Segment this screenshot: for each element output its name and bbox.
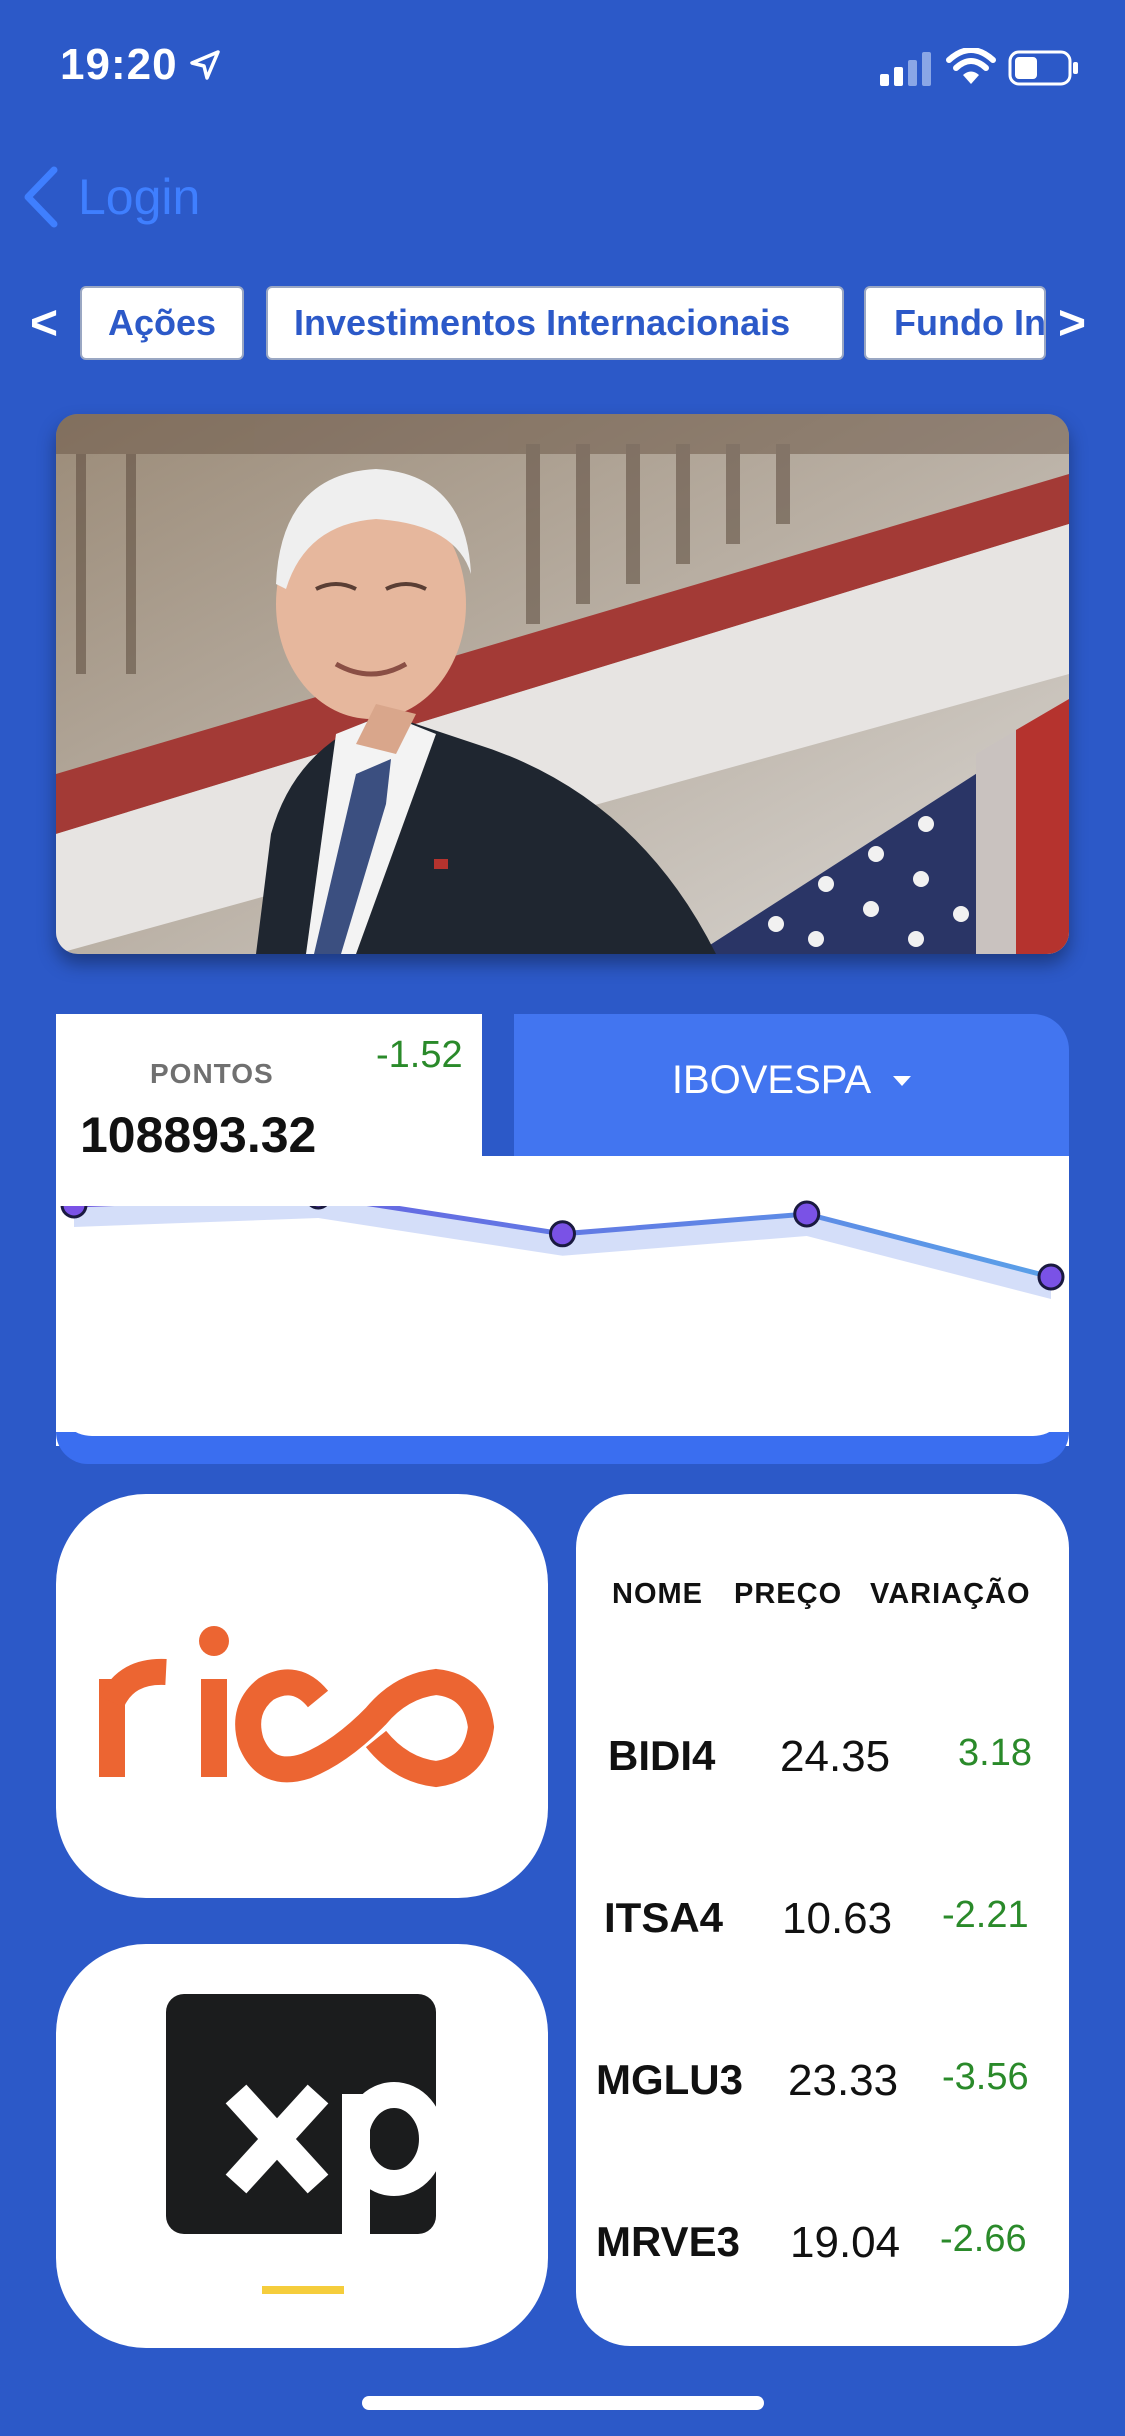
index-chart-card: PONTOS 108893.32 -1.52 IBOVESPA: [56, 1014, 1069, 1464]
points-label: PONTOS: [150, 1058, 274, 1089]
back-label: Login: [78, 169, 201, 225]
chart-point: [1037, 1263, 1065, 1291]
broker-rico-card[interactable]: [56, 1494, 548, 1898]
stock-change: -2.21: [942, 1894, 1029, 1936]
header-change: VARIAÇÃO: [870, 1578, 1031, 1610]
tabs-prev-button[interactable]: <: [30, 297, 59, 350]
status-time: 19:20: [60, 40, 178, 89]
chart-bottom-fill: [56, 1396, 1069, 1436]
tab-acoes[interactable]: Ações: [80, 286, 244, 360]
xp-logo: [166, 1994, 445, 2294]
chart-bottom-bar: [56, 1432, 1069, 1464]
points-value: 108893.32: [80, 1107, 317, 1163]
stock-table: NOME PREÇO VARIAÇÃO BIDI4 24.35 3.18 ITS…: [576, 1494, 1069, 2346]
news-photo[interactable]: [56, 414, 1069, 954]
chart-area-shade: [74, 1196, 1051, 1299]
points-box: [56, 1014, 482, 1206]
battery-icon: [1008, 50, 1080, 91]
stock-price: 19.04: [790, 2218, 901, 2267]
table-row[interactable]: MRVE3 19.04 -2.66: [576, 2218, 1069, 2288]
points-change: -1.52: [376, 1034, 463, 1076]
stock-change: -2.66: [940, 2218, 1027, 2260]
index-select-value: IBOVESPA: [671, 1058, 872, 1102]
stock-price: 23.33: [788, 2056, 899, 2105]
stock-price: 24.35: [780, 1732, 891, 1781]
rico-logo: [99, 1626, 495, 1788]
stock-name: MGLU3: [596, 2056, 743, 2103]
stock-name: MRVE3: [596, 2218, 740, 2265]
stock-name: ITSA4: [604, 1894, 724, 1941]
index-selector-panel: [514, 1014, 1069, 1159]
table-row[interactable]: ITSA4 10.63 -2.21: [576, 1894, 1069, 1964]
table-row[interactable]: BIDI4 24.35 3.18: [576, 1732, 1069, 1802]
chart-point: [793, 1200, 821, 1228]
chevron-left-icon: [24, 166, 58, 228]
broker-xp-card[interactable]: [56, 1944, 548, 2348]
tab-fundo[interactable]: Fundo In: [864, 286, 1046, 360]
tab-investimentos-internacionais[interactable]: Investimentos Internacionais: [266, 286, 844, 360]
index-select[interactable]: IBOVESPA: [514, 1058, 1069, 1103]
home-indicator: [362, 2396, 764, 2410]
wifi-icon: [946, 47, 996, 91]
stock-price: 10.63: [782, 1894, 893, 1943]
chart-point: [549, 1220, 576, 1248]
stock-name: BIDI4: [608, 1732, 716, 1779]
caret-down-icon: [893, 1075, 912, 1086]
back-button[interactable]: Login: [20, 166, 200, 228]
header-price: PREÇO: [734, 1578, 843, 1610]
stock-change: 3.18: [958, 1732, 1032, 1774]
stock-change: -3.56: [942, 2056, 1029, 2098]
tabs-next-button[interactable]: >: [1058, 297, 1087, 350]
header-name: NOME: [612, 1578, 703, 1610]
signal-icon: [880, 52, 936, 91]
location-arrow-icon: [188, 48, 228, 88]
table-row[interactable]: MGLU3 23.33 -3.56: [576, 2056, 1069, 2126]
